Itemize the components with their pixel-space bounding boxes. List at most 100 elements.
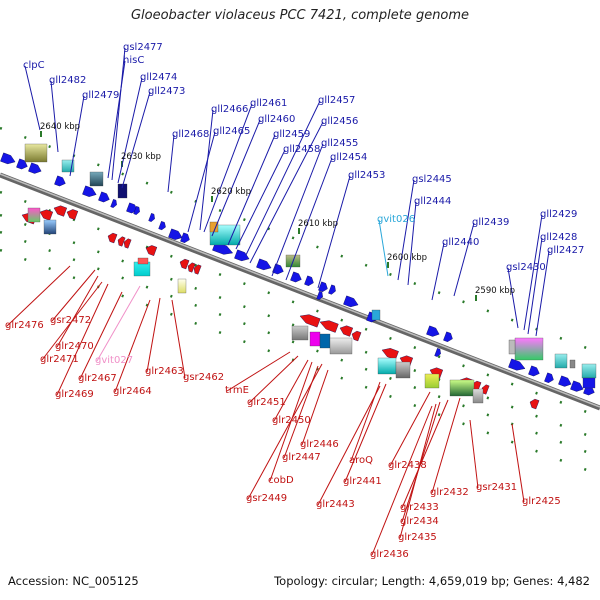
gene-block-darkblue <box>319 333 331 349</box>
label-leader-lines <box>6 47 550 556</box>
leader-line <box>114 299 151 393</box>
forward-gene-arrow <box>508 358 526 371</box>
scale-label: 2600 kbp <box>387 253 427 263</box>
forward-gene-arrow <box>54 175 66 187</box>
label-gll2473: gll2473 <box>148 86 185 97</box>
leader-line <box>24 65 41 131</box>
scale-label: 2620 kbp <box>211 187 251 197</box>
forward-gene-arrow <box>290 271 302 283</box>
leader-line <box>344 383 387 483</box>
label-gll2474: gll2474 <box>140 72 177 83</box>
leader-line <box>273 359 309 422</box>
label-gll2458: gll2458 <box>283 144 320 155</box>
label-glr2438: glr2438 <box>388 460 427 471</box>
forward-gene-arrow <box>110 199 117 208</box>
gene-block-dark <box>89 171 104 187</box>
leader-line <box>511 423 525 503</box>
label-gll2455: gll2455 <box>321 138 358 149</box>
reverse-gene-arrow <box>529 398 540 410</box>
forward-gene-arrow <box>318 281 328 293</box>
forward-gene-arrow <box>316 291 323 300</box>
forward-gene-arrow <box>148 213 155 222</box>
leader-line <box>69 95 85 177</box>
label-gll2440: gll2440 <box>442 237 479 248</box>
reverse-gene-arrow <box>107 232 118 244</box>
label-aroQ: aroQ <box>349 455 373 466</box>
gene-block-grey4 <box>329 337 353 355</box>
map-title: Gloeobacter violaceus PCC 7421, complete… <box>130 8 470 23</box>
reverse-gene-arrow <box>319 320 339 333</box>
reverse-gene-arrow <box>187 262 196 273</box>
forward-gene-arrow <box>98 191 110 203</box>
gene-block-cli <box>24 143 48 163</box>
label-glr2471: glr2471 <box>40 354 79 365</box>
forward-gene-arrow <box>158 221 166 231</box>
label-glr2425: glr2425 <box>522 496 561 507</box>
leader-line <box>397 179 415 281</box>
scale-label: 2640 kbp <box>40 122 80 132</box>
leader-line <box>56 283 109 396</box>
leader-line <box>96 285 141 362</box>
leader-line <box>301 369 329 446</box>
leader-line <box>248 355 299 404</box>
gene-block-grey <box>508 339 516 355</box>
leader-line <box>146 297 161 373</box>
gene-block-rna3 <box>554 353 568 369</box>
leader-line <box>203 103 253 233</box>
forward-gene-arrow <box>82 185 97 197</box>
scale-label: 2630 kbp <box>121 152 161 162</box>
forward-gene-arrow <box>528 365 540 377</box>
leader-line <box>211 119 261 237</box>
leader-line <box>235 149 286 250</box>
gene-features <box>0 143 597 410</box>
label-gvit026: gvit026 <box>377 214 415 225</box>
label-gll2427: gll2427 <box>547 245 584 256</box>
label-glr2441: glr2441 <box>343 476 382 487</box>
label-gsl2430: gsl2430 <box>506 262 546 273</box>
forward-gene-arrow <box>0 152 16 165</box>
leader-line <box>247 363 323 500</box>
label-gll2459: gll2459 <box>273 129 310 140</box>
label-trmE: trmE <box>225 385 249 396</box>
label-gsr2431: gsr2431 <box>476 482 517 493</box>
leader-line <box>121 91 151 189</box>
gene-block-rna4 <box>581 363 597 379</box>
backbone-line <box>0 172 600 411</box>
reverse-gene-arrow <box>39 209 54 221</box>
label-gll2466: gll2466 <box>211 104 248 115</box>
forward-gene-arrow <box>16 158 28 170</box>
leader-line <box>523 214 543 331</box>
leader-line <box>431 397 461 494</box>
forward-gene-arrow <box>28 162 42 174</box>
topology-summary: Topology: circular; Length: 4,659,019 bp… <box>274 574 590 588</box>
leader-line <box>79 291 123 380</box>
gene-block-dark2 <box>43 219 57 235</box>
label-gll2460: gll2460 <box>258 114 295 125</box>
leader-line <box>107 60 126 179</box>
forward-gene-arrow <box>256 258 272 271</box>
label-gll2457: gll2457 <box>318 95 355 106</box>
leader-line <box>407 201 417 286</box>
forward-gene-arrow <box>570 380 584 392</box>
label-gsl2445: gsl2445 <box>412 174 452 185</box>
scale-label: 2590 kbp <box>475 286 515 296</box>
backbone-highlight <box>0 173 600 408</box>
label-glr2463: glr2463 <box>145 366 184 377</box>
reverse-gene-arrow <box>299 314 321 328</box>
label-gll2429: gll2429 <box>540 209 577 220</box>
reverse-gene-arrow <box>339 325 354 337</box>
leader-line <box>41 281 103 361</box>
label-glr2450: glr2450 <box>272 415 311 426</box>
label-gll2479: gll2479 <box>82 90 119 101</box>
leader-line <box>371 405 433 556</box>
leader-line <box>226 351 291 392</box>
gene-block-blue <box>582 377 596 389</box>
leader-line <box>469 419 479 489</box>
leader-line <box>171 299 186 379</box>
gene-block-rainbow <box>514 337 544 361</box>
gene-block-grey5 <box>395 361 411 379</box>
label-gll2453: gll2453 <box>348 170 385 181</box>
reverse-gene-arrow <box>66 209 79 220</box>
forward-gene-arrow <box>180 232 190 244</box>
forward-gene-arrow <box>272 263 284 275</box>
